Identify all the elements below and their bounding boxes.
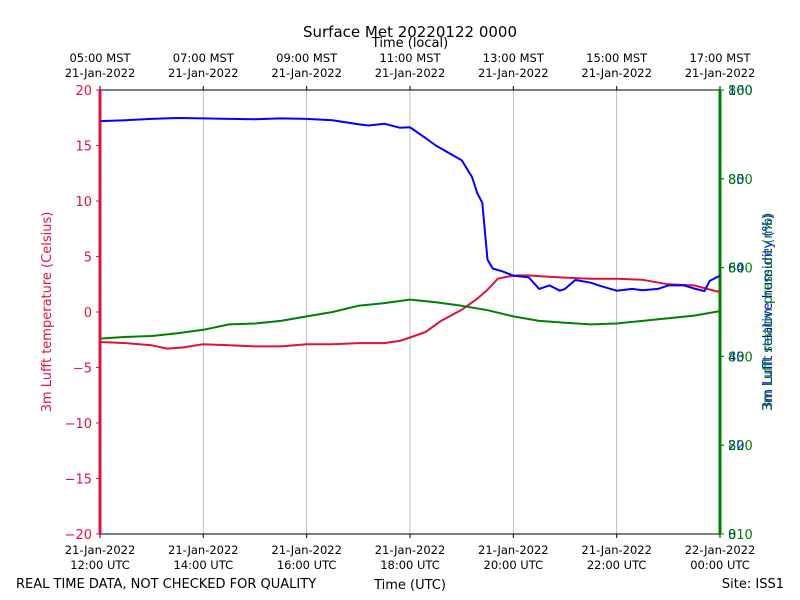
- x-tick-label-local-time: 11:00 MST: [379, 51, 441, 65]
- pressure-tick-label: 840: [728, 262, 753, 277]
- x-tick-label-local-date: 21-Jan-2022: [375, 66, 446, 80]
- x-tick-label-date: 21-Jan-2022: [581, 543, 652, 557]
- x-tick-label-local-time: 17:00 MST: [689, 51, 751, 65]
- x-tick-label-date: 22-Jan-2022: [685, 543, 756, 557]
- x-tick-label-date: 21-Jan-2022: [478, 543, 549, 557]
- quality-disclaimer: REAL TIME DATA, NOT CHECKED FOR QUALITY: [16, 577, 316, 592]
- temperature-tick-label: 15: [75, 140, 92, 155]
- x-tick-label-time: 14:00 UTC: [174, 558, 234, 572]
- temperature-tick-label: −5: [73, 362, 92, 377]
- left-series-line: [99, 274, 721, 350]
- x-tick-label-local-date: 21-Jan-2022: [271, 66, 342, 80]
- x-tick-label-local-time: 15:00 MST: [586, 51, 648, 65]
- x-tick-label-time: 12:00 UTC: [70, 558, 130, 572]
- x-tick-label-local-date: 21-Jan-2022: [581, 66, 652, 80]
- temperature-tick-label: −15: [65, 473, 92, 488]
- pressure-tick-label: 810: [728, 528, 753, 543]
- x-tick-label-date: 21-Jan-2022: [375, 543, 446, 557]
- x-tick-label-date: 21-Jan-2022: [168, 543, 239, 557]
- temperature-tick-label: 20: [75, 84, 92, 99]
- x-tick-label-local-time: 07:00 MST: [173, 51, 235, 65]
- x-tick-label-time: 00:00 UTC: [690, 558, 750, 572]
- x-tick-label-local-date: 21-Jan-2022: [685, 66, 756, 80]
- pressure-axis-label: 3m Lufft station pressure (mb): [761, 213, 776, 412]
- pressure-tick-label: 830: [728, 350, 753, 365]
- humidity-tick-label: 40: [728, 350, 745, 365]
- x-tick-label-local-date: 21-Jan-2022: [168, 66, 239, 80]
- chart-title: Surface Met 20220122 0000: [303, 23, 517, 41]
- x-tick-label-local-date: 21-Jan-2022: [478, 66, 549, 80]
- site-label: Site: ISS1: [722, 577, 784, 592]
- x-tick-label-date: 21-Jan-2022: [271, 543, 342, 557]
- x-axis-label-bottom: Time (UTC): [373, 578, 446, 593]
- humidity-tick-label: 80: [728, 173, 745, 188]
- pressure-tick-label: 820: [728, 439, 753, 454]
- pressure-tick-label: 850: [728, 173, 753, 188]
- temperature-tick-label: 0: [84, 306, 92, 321]
- humidity-tick-label: 0: [728, 528, 736, 543]
- temperature-axis-label: 3m Lufft temperature (Celsius): [40, 212, 55, 413]
- x-tick-label-date: 21-Jan-2022: [65, 543, 136, 557]
- x-tick-label-local-time: 05:00 MST: [69, 51, 131, 65]
- x-axis-label-top: Time (local): [371, 36, 448, 51]
- humidity-series-line: [99, 117, 721, 293]
- temperature-tick-label: 10: [75, 195, 92, 210]
- x-tick-label-time: 20:00 UTC: [484, 558, 544, 572]
- x-tick-label-time: 22:00 UTC: [587, 558, 647, 572]
- x-tick-label-local-date: 21-Jan-2022: [65, 66, 136, 80]
- humidity-tick-label: 100: [728, 84, 753, 99]
- x-tick-label-local-time: 09:00 MST: [276, 51, 338, 65]
- humidity-tick-label: 60: [728, 262, 745, 277]
- humidity-axis-label: 3m Lufft relative humidity (%): [761, 214, 776, 410]
- temperature-tick-label: 5: [84, 251, 92, 266]
- temperature-tick-label: −20: [65, 528, 92, 543]
- humidity-tick-label: 20: [728, 439, 745, 454]
- pressure-series-line: [99, 298, 721, 340]
- x-tick-label-time: 18:00 UTC: [380, 558, 440, 572]
- x-tick-label-local-time: 13:00 MST: [483, 51, 545, 65]
- x-tick-label-time: 16:00 UTC: [277, 558, 337, 572]
- temperature-tick-label: −10: [65, 417, 92, 432]
- pressure-tick-label: 860: [728, 84, 753, 99]
